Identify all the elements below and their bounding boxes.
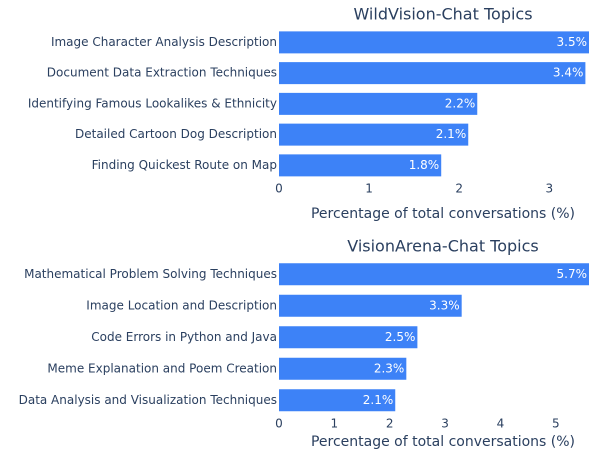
x-tick-label: 2 — [455, 182, 463, 196]
bar — [279, 123, 469, 146]
x-axis-title: Percentage of total conversations (%) — [311, 206, 575, 222]
value-label: 3.5% — [557, 35, 588, 49]
y-tick-label: Identifying Famous Lookalikes & Ethnicit… — [28, 96, 277, 110]
y-tick-label: Image Character Analysis Description — [51, 35, 277, 49]
value-label: 1.8% — [409, 158, 440, 172]
bar — [279, 154, 442, 177]
bar — [279, 92, 478, 115]
x-tick-label: 4 — [497, 417, 505, 431]
bar — [279, 294, 462, 317]
bar — [279, 62, 586, 85]
x-tick-label: 0 — [275, 417, 283, 431]
x-tick-label: 1 — [365, 182, 373, 196]
y-tick-label: Meme Explanation and Poem Creation — [47, 361, 277, 375]
y-tick-label: Data Analysis and Visualization Techniqu… — [19, 393, 277, 407]
value-label: 2.3% — [374, 361, 405, 375]
x-tick-label: 0 — [275, 182, 283, 196]
y-tick-label: Code Errors in Python and Java — [91, 330, 277, 344]
x-tick-label: 3 — [546, 182, 554, 196]
value-label: 3.3% — [429, 298, 460, 312]
value-label: 3.4% — [553, 66, 584, 80]
x-tick-label: 2 — [386, 417, 394, 431]
x-tick-label: 1 — [331, 417, 339, 431]
value-label: 2.1% — [436, 127, 467, 141]
value-label: 2.1% — [363, 393, 394, 407]
chart-title: WildVision-Chat Topics — [353, 5, 532, 24]
bar — [279, 389, 396, 412]
y-tick-label: Image Location and Description — [86, 298, 277, 312]
y-tick-label: Detailed Cartoon Dog Description — [75, 127, 277, 141]
bar — [279, 326, 418, 349]
chart-title: VisionArena-Chat Topics — [347, 237, 539, 256]
x-tick-label: 5 — [552, 417, 560, 431]
bar — [279, 263, 589, 286]
x-tick-label: 3 — [441, 417, 449, 431]
y-tick-label: Mathematical Problem Solving Techniques — [24, 267, 277, 281]
y-tick-label: Document Data Extraction Techniques — [47, 66, 277, 80]
value-label: 2.5% — [385, 330, 416, 344]
value-label: 5.7% — [557, 267, 588, 281]
bar — [279, 31, 589, 54]
y-tick-label: Finding Quickest Route on Map — [92, 158, 277, 172]
bar — [279, 357, 407, 380]
value-label: 2.2% — [445, 96, 476, 110]
x-axis-title: Percentage of total conversations (%) — [311, 434, 575, 450]
